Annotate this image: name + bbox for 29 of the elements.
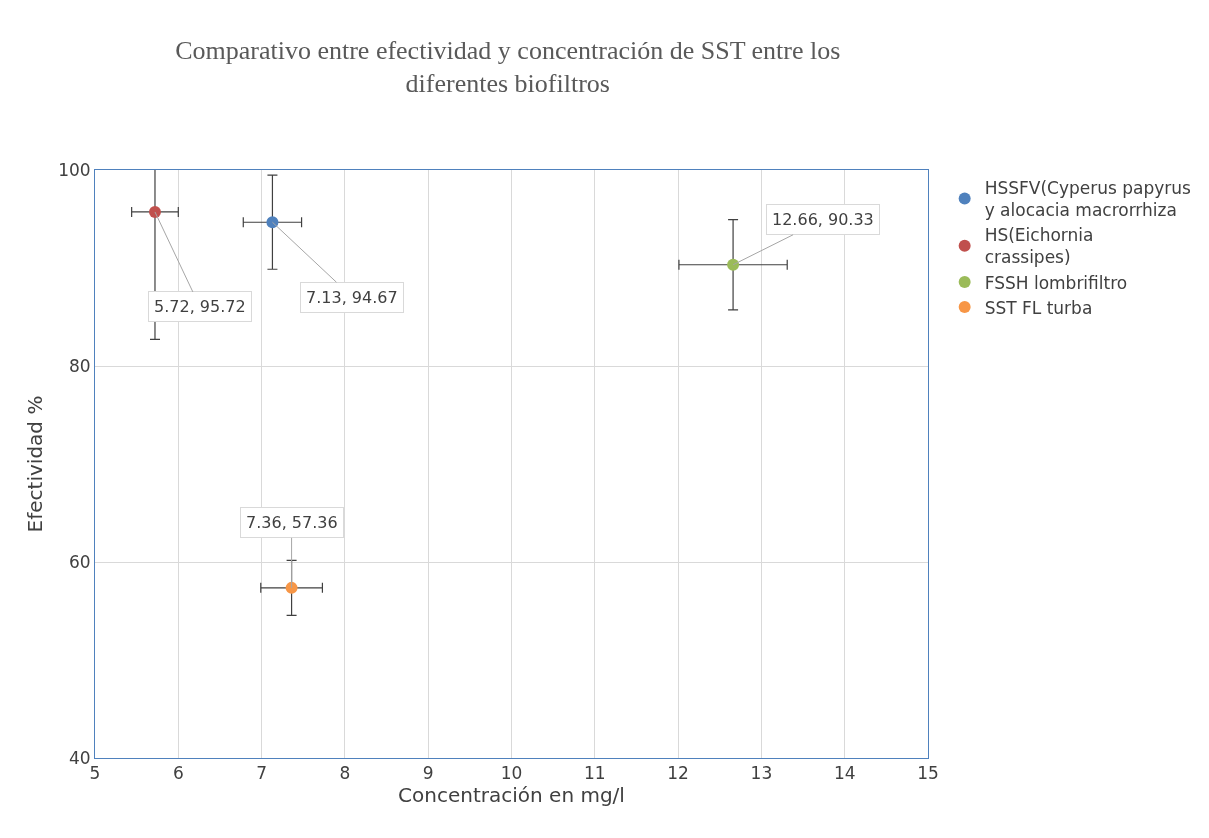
x-tick-label: 5 (89, 763, 101, 784)
data-label: 7.13, 94.67 (306, 288, 398, 307)
y-tick-label: 40 (68, 747, 91, 768)
y-axis-title: Efectividad % (22, 395, 47, 533)
data-label: 12.66, 90.33 (772, 210, 874, 229)
legend-label: HS(Eichornia crassipes) (984, 225, 1094, 268)
x-tick-label: 8 (339, 763, 351, 784)
x-tick-label: 13 (750, 763, 773, 784)
legend-label: SST FL turba (984, 297, 1093, 318)
point (727, 258, 740, 271)
x-tick-label: 9 (422, 763, 434, 784)
x-axis-title: Concentración en mg/l (398, 783, 625, 808)
y-tick-label: 100 (58, 159, 91, 180)
y-tick-label: 60 (68, 551, 91, 572)
y-tick-label: 80 (68, 355, 91, 376)
x-tick-label: 14 (833, 763, 856, 784)
x-tick-label: 7 (256, 763, 268, 784)
point (148, 205, 161, 218)
chart-title: Comparativo entre efectividad y concentración de SST entre los diferentes biofiltros (175, 35, 841, 99)
point (285, 581, 298, 594)
legend-label: HSSFV(Cyperus papyrus y alocacia macrorrhiza (984, 178, 1192, 221)
x-tick-label: 15 (917, 763, 939, 784)
x-tick-label: 12 (667, 763, 689, 784)
x-tick-label: 11 (583, 763, 606, 784)
legend-label: FSSH lombrifiltro (984, 272, 1128, 293)
data-label: 5.72, 95.72 (154, 297, 246, 316)
x-tick-label: 10 (500, 763, 523, 784)
x-tick-label: 6 (172, 763, 184, 784)
data-label: 7.36, 57.36 (246, 513, 338, 532)
